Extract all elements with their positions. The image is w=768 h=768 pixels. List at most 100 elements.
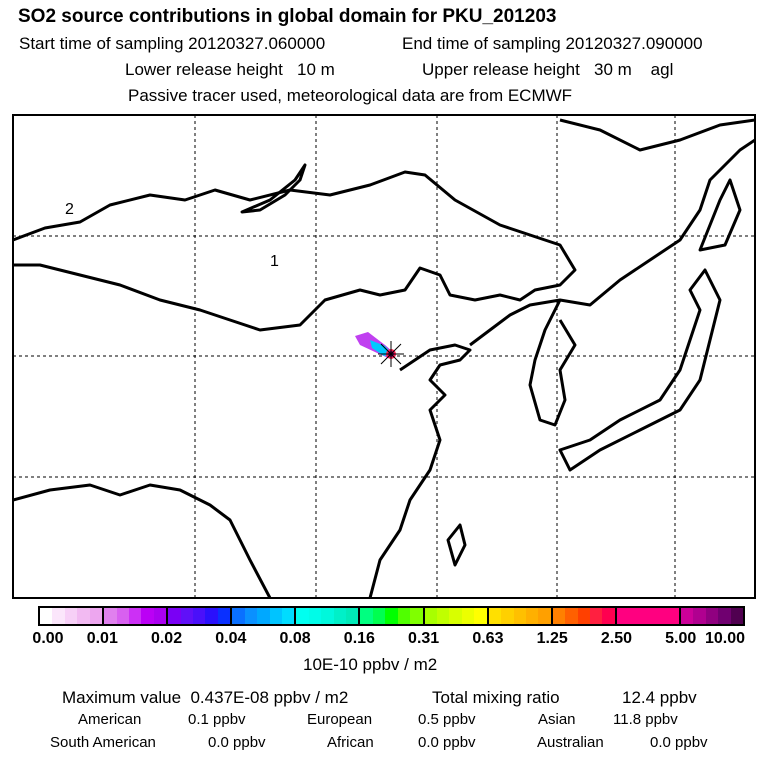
colorbar-cell	[488, 608, 502, 624]
colorbar-tick-label: 1.25	[536, 630, 568, 647]
colorbar-cell	[205, 608, 218, 624]
upper-height: Upper release height 30 m agl	[422, 60, 674, 79]
colorbar-cell	[397, 608, 411, 624]
colorbar-cell	[180, 608, 194, 624]
colorbar-cell	[308, 608, 322, 624]
colorbar-cell	[616, 608, 630, 624]
colorbar-cell	[525, 608, 539, 624]
tracer-note: Passive tracer used, meteorological data…	[128, 86, 573, 105]
colorbar-cell	[217, 608, 231, 624]
african-value: 0.0 ppbv	[418, 734, 476, 751]
colorbar-cell	[360, 608, 373, 624]
colorbar-segment	[232, 608, 297, 624]
colorbar	[38, 606, 745, 626]
colorbar-cell	[552, 608, 566, 624]
colorbar-segment	[616, 608, 681, 624]
colorbar-segment	[104, 608, 169, 624]
colorbar-cell	[257, 608, 270, 624]
colorbar-segment	[360, 608, 425, 624]
colorbar-cell	[40, 608, 53, 624]
colorbar-cell	[64, 608, 78, 624]
colorbar-cell	[461, 608, 475, 624]
colorbar-cell	[77, 608, 90, 624]
colorbar-cell	[513, 608, 526, 624]
total-value: 12.4 ppbv	[622, 688, 697, 707]
colorbar-tick-label: 10.00	[704, 630, 746, 647]
colorbar-cell	[104, 608, 117, 624]
american-value: 0.1 ppbv	[188, 711, 246, 728]
colorbar-cell	[602, 608, 615, 624]
contour-label-1: 1	[270, 253, 279, 270]
colorbar-cell	[385, 608, 398, 624]
colorbar-cell	[641, 608, 655, 624]
colorbar-cell	[128, 608, 142, 624]
colorbar-tick-label: 2.50	[600, 630, 633, 647]
max-value: Maximum value 0.437E-08 ppbv / m2	[62, 688, 349, 707]
colorbar-segment	[488, 608, 553, 624]
colorbar-cell	[89, 608, 103, 624]
colorbar-cell	[281, 608, 295, 624]
source-marker-icon	[378, 341, 404, 367]
colorbar-cell	[577, 608, 591, 624]
end-time: End time of sampling 20120327.090000	[402, 34, 703, 53]
colorbar-tick-label: 0.02	[150, 630, 183, 647]
colorbar-cell	[730, 608, 744, 624]
colorbar-cell	[52, 608, 65, 624]
colorbar-cell	[654, 608, 667, 624]
colorbar-cell	[693, 608, 706, 624]
plot-title: SO2 source contributions in global domai…	[18, 6, 557, 27]
colorbar-tick-label: 0.01	[86, 630, 118, 647]
colorbar-cell	[538, 608, 551, 624]
colorbar-cell	[565, 608, 578, 624]
australian-value: 0.0 ppbv	[650, 734, 708, 751]
grid-lines	[13, 115, 755, 598]
colorbar-cell	[449, 608, 462, 624]
colorbar-cell	[410, 608, 423, 624]
colorbar-tick-label: 0.16	[343, 630, 375, 647]
colorbar-cell	[346, 608, 359, 624]
colorbar-tick-label: 0.63	[472, 630, 504, 647]
total-label: Total mixing ratio	[432, 688, 560, 707]
colorbar-tick-label: 0.08	[279, 630, 311, 647]
colorbar-cell	[296, 608, 309, 624]
american-label: American	[78, 711, 142, 728]
colorbar-cell	[590, 608, 603, 624]
colorbar-cell	[424, 608, 437, 624]
colorbar-cell	[193, 608, 206, 624]
south-american-value: 0.0 ppbv	[208, 734, 266, 751]
colorbar-cell	[501, 608, 514, 624]
colorbar-cell	[321, 608, 334, 624]
colorbar-cell	[116, 608, 129, 624]
colorbar-cell	[244, 608, 258, 624]
colorbar-cell	[680, 608, 694, 624]
colorbar-cell	[141, 608, 154, 624]
coastlines	[13, 118, 755, 598]
colorbar-segment	[424, 608, 489, 624]
lower-height: Lower release height 10 m	[125, 60, 335, 79]
colorbar-segment	[40, 608, 105, 624]
colorbar-segment	[168, 608, 233, 624]
colorbar-segment	[552, 608, 617, 624]
colorbar-cell	[168, 608, 181, 624]
colorbar-cell	[269, 608, 282, 624]
asian-value: 11.8 ppbv	[613, 711, 678, 728]
colorbar-cell	[333, 608, 347, 624]
colorbar-cell	[436, 608, 450, 624]
start-time: Start time of sampling 20120327.060000	[19, 34, 326, 53]
asian-label: Asian	[538, 711, 576, 728]
australian-label: Australian	[537, 734, 604, 751]
colorbar-cell	[232, 608, 245, 624]
european-value: 0.5 ppbv	[418, 711, 476, 728]
colorbar-tick-label: 0.00	[32, 630, 64, 647]
colorbar-unit: 10E-10 ppbv / m2	[303, 655, 438, 674]
european-label: European	[307, 711, 373, 728]
colorbar-tick-label: 0.04	[215, 630, 247, 647]
african-label: African	[327, 734, 374, 751]
colorbar-cell	[153, 608, 167, 624]
colorbar-cell	[372, 608, 386, 624]
colorbar-cell	[666, 608, 679, 624]
colorbar-segment	[680, 608, 744, 624]
south-american-label: South American	[50, 734, 156, 751]
colorbar-tick-label: 0.31	[408, 630, 440, 647]
